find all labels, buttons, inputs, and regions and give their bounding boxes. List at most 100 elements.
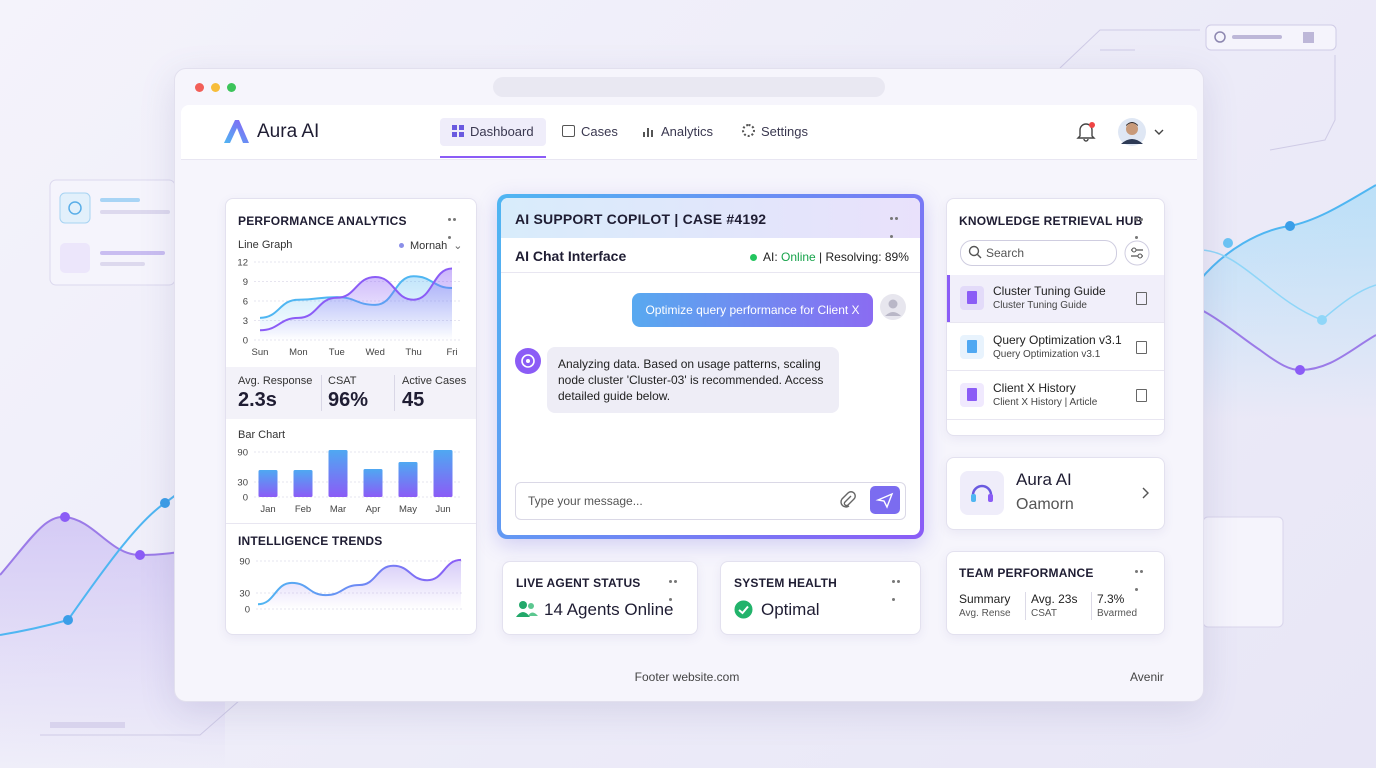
card-title: KNOWLEDGE RETRIEVAL HUB xyxy=(959,214,1143,228)
performance-card: PERFORMANCE ANALYTICS Line Graph Mornah ⌄… xyxy=(225,198,477,635)
copilot-title: AI SUPPORT COPILOT | CASE #4192 xyxy=(515,211,767,227)
tab[interactable]: Dashboard xyxy=(452,118,534,158)
chart-label: Bar Chart xyxy=(238,429,286,441)
menu[interactable] xyxy=(1135,570,1149,591)
brand: Aura AI xyxy=(257,121,320,142)
menu[interactable] xyxy=(1135,218,1149,239)
search-icon xyxy=(968,245,982,259)
bell-icon[interactable] xyxy=(1075,120,1097,142)
address-bar[interactable] xyxy=(493,77,885,97)
ai-avatar xyxy=(515,348,541,374)
health-value: Optimal xyxy=(761,600,820,619)
search-box[interactable] xyxy=(960,240,1117,266)
tab-label: Settings xyxy=(761,124,808,139)
menu[interactable] xyxy=(892,580,906,601)
status-suffix: | Resolving: 89% xyxy=(819,250,909,264)
status-online: Online xyxy=(781,250,816,264)
search-placeholder: Search xyxy=(986,246,1025,260)
legend-label: Mornah xyxy=(410,240,448,252)
doc-icon xyxy=(960,334,984,359)
system-health-card: SYSTEM HEALTH Optimal xyxy=(720,561,921,635)
item-subtitle: Query Optimization v3.1 xyxy=(993,348,1101,360)
card-title: INTELLIGENCE TRENDS xyxy=(238,534,383,548)
doc-glyph xyxy=(967,388,977,401)
team-label: Avg. Rense xyxy=(959,608,1011,619)
card-title: TEAM PERFORMANCE xyxy=(959,566,1094,580)
stat-value: 96% xyxy=(328,389,369,411)
item-title[interactable]: Cluster Tuning Guide xyxy=(993,284,1106,298)
aura-card[interactable]: Aura AI Oamorn xyxy=(946,457,1165,530)
ai-message: Analyzing data. Based on usage patterns,… xyxy=(547,347,839,413)
menu[interactable] xyxy=(448,218,462,239)
chart-label: Line Graph xyxy=(238,239,293,251)
user-avatar xyxy=(880,294,906,320)
tab[interactable]: Settings xyxy=(742,118,808,158)
min-dot[interactable] xyxy=(211,83,220,92)
tab[interactable]: Analytics xyxy=(643,118,713,158)
filter-button[interactable] xyxy=(1124,240,1150,266)
logo xyxy=(224,120,249,143)
stat-value: 45 xyxy=(402,389,425,411)
tab-label: Cases xyxy=(581,124,618,139)
item-action[interactable] xyxy=(1136,292,1147,305)
chat-subtitle: AI Chat Interface xyxy=(515,248,627,264)
user-message: Optimize query performance for Client X xyxy=(632,293,873,327)
item-subtitle: Cluster Tuning Guide xyxy=(993,300,1087,311)
status: AI: Online | Resolving: 89% xyxy=(750,250,909,264)
tab-label: Dashboard xyxy=(470,124,534,139)
card-title: LIVE AGENT STATUS xyxy=(516,576,641,590)
item-title[interactable]: Query Optimization v3.1 xyxy=(993,332,1122,347)
doc-icon xyxy=(960,383,984,407)
aura-subtitle: Oamorn xyxy=(1016,496,1074,513)
divider xyxy=(1091,592,1092,620)
knowledge-card: KNOWLEDGE RETRIEVAL HUB Search Cluster T… xyxy=(946,198,1165,436)
menu[interactable] xyxy=(890,217,904,238)
stats-strip xyxy=(226,367,476,419)
max-dot[interactable] xyxy=(227,83,236,92)
item-selected-bg xyxy=(947,275,1164,322)
doc-glyph xyxy=(967,291,977,304)
input-placeholder: Type your message... xyxy=(528,494,643,508)
footer-right: Avenir xyxy=(1130,670,1164,684)
item-subtitle: Client X History | Article xyxy=(993,397,1098,408)
send-button[interactable] xyxy=(870,486,900,514)
team-label: CSAT xyxy=(1031,608,1057,619)
doc-icon xyxy=(960,286,984,310)
headset-icon xyxy=(960,471,1004,515)
team-value: 7.3% xyxy=(1097,592,1125,606)
card-title: SYSTEM HEALTH xyxy=(734,576,838,590)
aura-title: Aura AI xyxy=(1016,470,1072,489)
tab[interactable]: Cases xyxy=(562,118,618,158)
item-action[interactable] xyxy=(1136,389,1147,402)
item-action[interactable] xyxy=(1136,340,1147,354)
team-card: TEAM PERFORMANCE Summary Avg. Rense Avg. 2… xyxy=(946,551,1165,635)
team-value: Avg. 23s xyxy=(1031,592,1078,606)
team-label: Bvarmed xyxy=(1097,608,1138,619)
legend[interactable]: Mornah ⌄ xyxy=(399,239,463,252)
card-title: PERFORMANCE ANALYTICS xyxy=(238,214,407,228)
tab-label: Analytics xyxy=(661,124,714,139)
stat-label: Active Cases xyxy=(402,375,467,387)
divider xyxy=(1025,592,1026,620)
team-value: Summary xyxy=(959,592,1011,606)
doc-glyph xyxy=(967,339,977,353)
live-agent-card: LIVE AGENT STATUS 14 Agents Online xyxy=(502,561,698,635)
avatar[interactable] xyxy=(1117,117,1169,147)
menu[interactable] xyxy=(669,580,683,601)
close-dot[interactable] xyxy=(195,83,204,92)
attach-icon[interactable] xyxy=(839,491,857,509)
copilot-card: AI SUPPORT COPILOT | CASE #4192 AI Chat … xyxy=(501,198,920,535)
nav-bar xyxy=(181,105,1197,160)
item-title[interactable]: Client X History xyxy=(993,381,1076,395)
copilot-header xyxy=(501,198,920,238)
stat-label: CSAT xyxy=(328,375,357,387)
stat-value: 2.3s xyxy=(238,389,277,411)
tab-underline xyxy=(440,156,546,158)
stat-label: Avg. Response xyxy=(238,375,313,387)
status-prefix: AI: xyxy=(763,250,778,264)
agents-icon xyxy=(516,601,538,617)
ok-icon xyxy=(734,600,753,619)
footer-text: Footer website.com xyxy=(634,670,740,684)
